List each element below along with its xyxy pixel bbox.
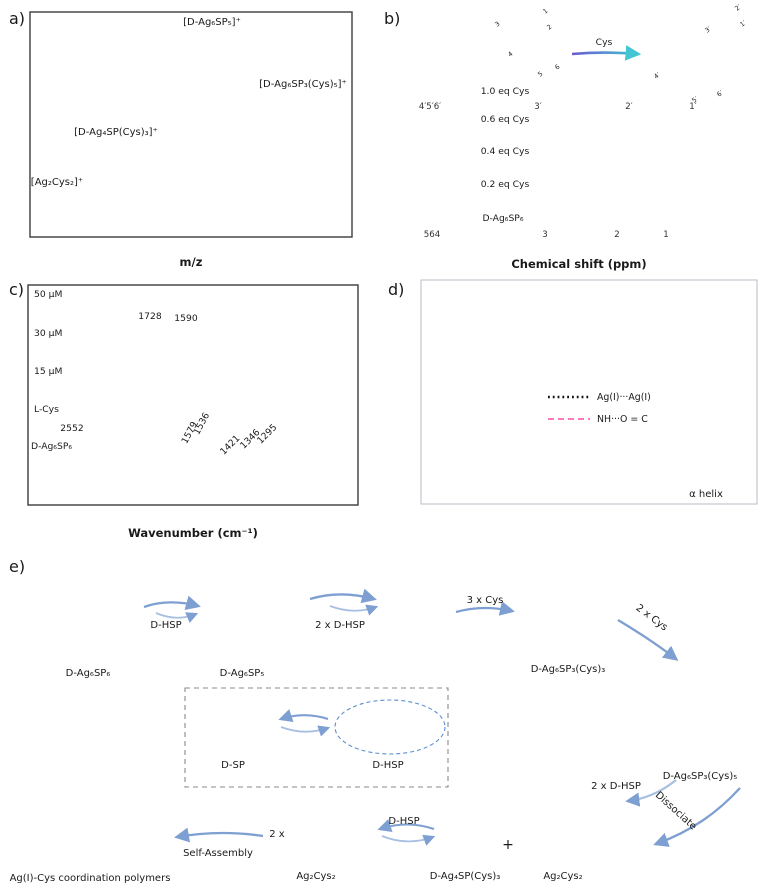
arrow-2xcys bbox=[617, 619, 679, 661]
reaction-arrows bbox=[143, 588, 741, 847]
proton-number: 4 bbox=[506, 50, 514, 59]
nmr-peak-label: 2 bbox=[614, 230, 619, 240]
arrow-2xdhsp-swoosh bbox=[329, 604, 379, 616]
arrow-label-dhsp-bottom: D-HSP bbox=[388, 816, 419, 827]
structure-label-ag2cys2-right: Ag₂Cys₂ bbox=[543, 871, 582, 882]
species-label-dag6sp3cys5: [D-Ag₆SP₃(Cys)₅]⁺ bbox=[259, 79, 347, 90]
panel-a-tag: a) bbox=[9, 9, 25, 28]
panel-c: c) 50 µM 30 µM 15 µM L-Cys D-Ag₆SP₆ 1728… bbox=[9, 280, 359, 540]
wavenumber-annotation: 1728 bbox=[138, 311, 162, 322]
structure-label-dag6sp3cys3: D-Ag₆SP₃(Cys)₃ bbox=[531, 664, 606, 675]
arrow-2xdhsp-release bbox=[625, 779, 677, 807]
arrow-dhsp-bottom-left bbox=[377, 819, 435, 833]
structure-label-dag4spcys3: D-Ag₄SP(Cys)₃ bbox=[430, 871, 501, 882]
structure-label-dag6sp3cys5: D-Ag₆SP₃(Cys)₅ bbox=[663, 771, 738, 782]
nmr-peak-label: 1 bbox=[663, 230, 668, 240]
panel-b: b) Cys 1 2 3 4 5 6 2′ 1′ 3′ 4′ 5′ 6′ 1.0… bbox=[384, 3, 748, 271]
wavenumber-annotation: 1536 bbox=[191, 411, 212, 437]
nmr-peak-label: 564 bbox=[424, 230, 440, 240]
proton-number: 3 bbox=[493, 20, 501, 29]
arrow-label-2xdhsp: 2 x D-HSP bbox=[315, 620, 365, 631]
ftir-trace-label: 15 µM bbox=[34, 366, 62, 377]
proton-number: 2 bbox=[545, 23, 553, 32]
panel-c-plot-box bbox=[27, 284, 359, 506]
panel-a-xlabel: m/z bbox=[180, 255, 203, 269]
arrow-label-2xdhsp-release: 2 x D-HSP bbox=[591, 781, 641, 792]
ftir-trace-label: 30 µM bbox=[34, 328, 62, 339]
proton-number: 2′ bbox=[733, 3, 743, 13]
arrow-dhsp-bottom-right bbox=[381, 834, 436, 846]
nmr-peak-label: 2′ bbox=[625, 102, 632, 112]
arrow-dhsp-swoosh bbox=[155, 612, 199, 623]
hbond-legend-label: NH···O = C bbox=[597, 414, 648, 425]
proton-number: 1 bbox=[541, 7, 549, 16]
nmr-peak-label: 4′5′6′ bbox=[419, 102, 441, 112]
nmr-peak-label: 3′ bbox=[534, 102, 541, 112]
arrow-dhsp bbox=[143, 595, 201, 611]
proton-number: 5 bbox=[536, 70, 544, 79]
arrow-2xdhsp bbox=[309, 588, 377, 604]
ftir-trace-label: L-Cys bbox=[34, 404, 59, 415]
plus-sign: + bbox=[502, 837, 514, 853]
panel-d-box bbox=[420, 279, 758, 505]
species-label-ag2cys2: [Ag₂Cys₂]⁺ bbox=[31, 177, 83, 188]
panel-d-tag: d) bbox=[388, 280, 404, 299]
proton-number: 3′ bbox=[703, 25, 713, 35]
arrow-self-assembly bbox=[174, 827, 264, 843]
panel-a: a) [D-Ag₆SP₅]⁺ [D-Ag₆SP₃(Cys)₅]⁺ [D-Ag₄S… bbox=[9, 9, 353, 269]
two-x-label: 2 x bbox=[269, 829, 285, 840]
proton-number: 1′ bbox=[738, 19, 748, 29]
proton-number: 4′ bbox=[652, 71, 662, 81]
cys-arrow-label: Cys bbox=[596, 37, 613, 48]
species-label-dag6sp5: [D-Ag₆SP₅]⁺ bbox=[183, 17, 241, 28]
cys-reaction-arrow bbox=[571, 45, 642, 61]
proton-number: 5′ bbox=[690, 95, 700, 105]
proton-number: 6 bbox=[553, 63, 561, 72]
nmr-peak-label: 1′ bbox=[689, 102, 696, 112]
wavenumber-annotation: 1590 bbox=[174, 313, 198, 324]
arrow-label-self-assembly: Self-Assembly bbox=[183, 848, 253, 859]
species-label-dag4spcys3: [D-Ag₄SP(Cys)₃]⁺ bbox=[74, 127, 158, 138]
panel-e: e) D-Ag₆SP₆ D-Ag₆SP₅ D-Ag₆SP₃(Cys)₃ D-Ag… bbox=[9, 557, 741, 884]
arrow-3xcys bbox=[455, 601, 515, 616]
arrow-label-3xcys: 3 x Cys bbox=[467, 595, 504, 606]
ftir-trace-label: D-Ag₆SP₆ bbox=[31, 441, 72, 452]
wavenumber-annotation: 2552 bbox=[60, 423, 83, 434]
panel-c-tag: c) bbox=[9, 280, 24, 299]
panel-c-xlabel: Wavenumber (cm⁻¹) bbox=[128, 526, 258, 540]
panel-b-tag: b) bbox=[384, 9, 400, 28]
arrow-equilibrium-right bbox=[280, 725, 331, 737]
nmr-trace-label: 1.0 eq Cys bbox=[481, 86, 530, 97]
nmr-peak-label: 3 bbox=[542, 230, 547, 240]
nmr-trace-label: D-Ag₆SP₆ bbox=[482, 213, 523, 224]
sp-hsp-equilibrium-box bbox=[184, 687, 449, 788]
structure-label-dhsp: D-HSP bbox=[372, 760, 403, 771]
panel-d: d) Ag(I)···Ag(I) NH···O = C α helix bbox=[388, 279, 758, 505]
arrow-equilibrium-left bbox=[278, 709, 329, 723]
panel-e-tag: e) bbox=[9, 557, 25, 576]
structure-label-dag6sp6: D-Ag₆SP₆ bbox=[66, 668, 111, 679]
structure-label-polymers: Ag(I)-Cys coordination polymers bbox=[10, 873, 171, 884]
argentophilic-legend-label: Ag(I)···Ag(I) bbox=[597, 392, 651, 403]
nmr-trace-label: 0.2 eq Cys bbox=[481, 179, 530, 190]
structure-label-dag6sp5: D-Ag₆SP₅ bbox=[220, 668, 265, 679]
proton-number: 6′ bbox=[715, 89, 725, 99]
panel-a-plot-box bbox=[29, 11, 353, 238]
alpha-helix-label: α helix bbox=[689, 489, 723, 500]
structure-label-dsp: D-SP bbox=[221, 760, 245, 771]
arrow-dissociate bbox=[653, 787, 741, 847]
structure-label-ag2cys2-mid: Ag₂Cys₂ bbox=[296, 871, 335, 882]
arrow-label-dhsp: D-HSP bbox=[150, 620, 181, 631]
nmr-trace-label: 0.4 eq Cys bbox=[481, 146, 530, 157]
nmr-trace-label: 0.6 eq Cys bbox=[481, 114, 530, 125]
arrow-label-2xcys: 2 x Cys bbox=[634, 603, 670, 634]
hsp-highlight-ellipse bbox=[334, 699, 446, 755]
arrow-label-dissociate: Dissociate bbox=[653, 790, 699, 833]
panel-b-xlabel: Chemical shift (ppm) bbox=[511, 257, 646, 271]
ftir-trace-label: 50 µM bbox=[34, 289, 62, 300]
wavenumber-annotation: 1295 bbox=[255, 422, 279, 446]
